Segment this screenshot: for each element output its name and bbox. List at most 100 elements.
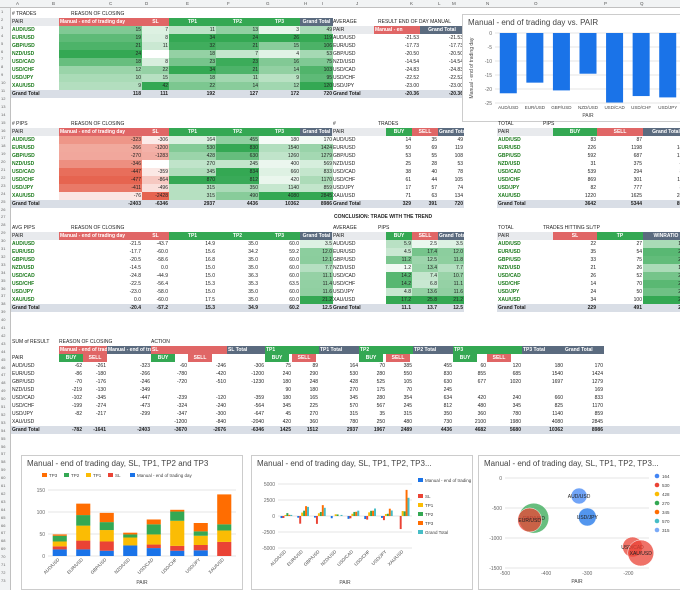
row-number[interactable]: 59	[1, 467, 6, 473]
row-number[interactable]: 25	[1, 198, 6, 204]
row-number[interactable]: 22	[1, 174, 6, 180]
row-number[interactable]: 60	[1, 475, 6, 481]
row-number[interactable]: 44	[1, 348, 6, 354]
column-letter[interactable]: B	[52, 1, 56, 6]
row-number[interactable]: 6	[1, 48, 4, 54]
row-number[interactable]: 16	[1, 127, 6, 133]
row-number[interactable]: 37	[1, 293, 6, 299]
column-letter[interactable]: E	[186, 1, 190, 6]
row-number[interactable]: 1	[1, 9, 4, 14]
row-number[interactable]: 72	[1, 569, 6, 575]
chart-clustered-pips[interactable]: Manual - end of trading day, SL, TP1, TP…	[251, 455, 473, 590]
row-number[interactable]: 38	[1, 301, 6, 307]
row-number[interactable]: 9	[1, 72, 4, 78]
row-number[interactable]: 63	[1, 498, 6, 504]
row-number[interactable]: 58	[1, 459, 6, 465]
winrate-table[interactable]: TOTAL TRADES HITTING SL/TP PAIR SL TP WINRATI…	[497, 224, 680, 324]
row-number[interactable]: 32	[1, 253, 6, 259]
row-number[interactable]: 65	[1, 514, 6, 520]
row-number[interactable]: 39	[1, 309, 6, 315]
row-number[interactable]: 57	[1, 451, 6, 457]
column-letter[interactable]: G	[266, 1, 270, 6]
pips-pivot-table[interactable]: # PIPS REASON OF CLOSING PAIR Manual - end …	[11, 120, 333, 220]
row-number[interactable]: 45	[1, 356, 6, 362]
column-letter[interactable]: A	[16, 1, 20, 6]
column-letter[interactable]: C	[109, 1, 113, 6]
row-number[interactable]: 20	[1, 159, 6, 165]
row-number[interactable]: 64	[1, 506, 6, 512]
row-number[interactable]: 4	[1, 32, 4, 38]
row-number[interactable]: 50	[1, 396, 6, 402]
trades-pivot-table[interactable]: # TRADES REASON OF CLOSING PAIR Manual - en…	[11, 10, 333, 110]
row-number[interactable]: 23	[1, 182, 6, 188]
column-letter[interactable]: I	[322, 1, 324, 6]
chart-bubble[interactable]: Manual - end of trading day, SL, TP1, TP…	[478, 455, 680, 590]
row-number[interactable]: 66	[1, 522, 6, 528]
row-number[interactable]: 36	[1, 285, 6, 291]
column-letter[interactable]: K	[410, 1, 414, 6]
row-number[interactable]: 24	[1, 190, 6, 196]
column-letter[interactable]: Q	[640, 1, 644, 6]
row-number[interactable]: 67	[1, 530, 6, 536]
column-letter[interactable]: F	[227, 1, 230, 6]
buysell-pips-table[interactable]: TOTAL PIPS PAIR BUY SELL Grand Total AUD/USD 83…	[497, 120, 680, 220]
row-number[interactable]: 19	[1, 151, 6, 157]
row-number[interactable]: 3	[1, 24, 4, 30]
row-number[interactable]: 48	[1, 380, 6, 386]
result-end-of-day-table[interactable]: AVERAGE RESULT END OF DAY MANUAL PAIR Manua…	[332, 18, 464, 110]
row-number[interactable]: 41	[1, 325, 6, 330]
row-number[interactable]: 15	[1, 119, 6, 125]
row-number[interactable]: 71	[1, 562, 6, 567]
row-number[interactable]: 8	[1, 64, 4, 70]
row-number[interactable]: 35	[1, 277, 6, 283]
row-number[interactable]: 62	[1, 490, 6, 496]
row-number[interactable]: 52	[1, 411, 6, 417]
row-number[interactable]: 54	[1, 427, 6, 433]
sum-of-result-table[interactable]: SUM of RESULT REASON OF CLOSING ACTION Manu…	[11, 338, 680, 444]
row-number[interactable]: 47	[1, 372, 6, 378]
row-number[interactable]: 13	[1, 103, 6, 109]
avg-buysell-table[interactable]: AVERAGE PIPS PAIR BUY SELL Grand Total AUD/USD…	[332, 224, 464, 324]
row-number[interactable]: 53	[1, 419, 6, 425]
column-letter[interactable]: L	[438, 1, 441, 6]
row-number[interactable]: 43	[1, 340, 6, 346]
column-letter[interactable]: N	[486, 1, 490, 6]
row-number[interactable]: 27	[1, 214, 6, 220]
row-number[interactable]: 70	[1, 554, 6, 560]
row-number[interactable]: 7	[1, 56, 4, 62]
row-number[interactable]: 10	[1, 80, 6, 86]
row-number[interactable]: 30	[1, 238, 6, 244]
row-number[interactable]: 73	[1, 577, 6, 583]
buysell-trades-table[interactable]: # TRADES PAIR BUY SELL Grand Total AUD/USD 14 35…	[332, 120, 464, 220]
row-number[interactable]: 69	[1, 546, 6, 552]
row-number[interactable]: 55	[1, 435, 6, 441]
column-letter[interactable]: D	[145, 1, 149, 6]
row-number[interactable]: 68	[1, 538, 6, 544]
column-letter[interactable]: P	[604, 1, 608, 6]
row-number[interactable]: 18	[1, 143, 6, 149]
row-number[interactable]: 2	[1, 16, 4, 22]
chart-manual-vs-pair[interactable]: Manual - end of trading day vs. PAIR 0 -5…	[462, 14, 680, 122]
row-number[interactable]: 12	[1, 95, 6, 101]
column-letter[interactable]: J	[356, 1, 359, 6]
row-number[interactable]: 46	[1, 364, 6, 370]
row-number[interactable]: 40	[1, 317, 6, 323]
row-number[interactable]: 61	[1, 483, 6, 488]
row-number[interactable]: 33	[1, 261, 6, 267]
avg-pips-pivot-table[interactable]: AVG PIPS REASON OF CLOSING PAIR Manual - en…	[11, 224, 333, 324]
row-number[interactable]: 56	[1, 443, 6, 449]
row-number[interactable]: 14	[1, 111, 6, 117]
row-number[interactable]: 17	[1, 135, 6, 141]
row-number[interactable]: 51	[1, 404, 6, 409]
row-number[interactable]: 28	[1, 222, 6, 228]
column-letter[interactable]: H	[304, 1, 308, 6]
spreadsheet-grid[interactable]: # TRADES REASON OF CLOSING PAIR Manual - en…	[11, 8, 680, 590]
chart-stacked-reasons[interactable]: Manual - end of trading day, SL, TP1, TP…	[21, 455, 243, 590]
row-number[interactable]: 11	[1, 88, 6, 93]
column-letter[interactable]: O	[534, 1, 538, 6]
row-number[interactable]: 31	[1, 246, 6, 251]
row-number[interactable]: 5	[1, 40, 4, 46]
row-number[interactable]: 42	[1, 332, 6, 338]
row-number[interactable]: 26	[1, 206, 6, 212]
row-number[interactable]: 29	[1, 230, 6, 236]
